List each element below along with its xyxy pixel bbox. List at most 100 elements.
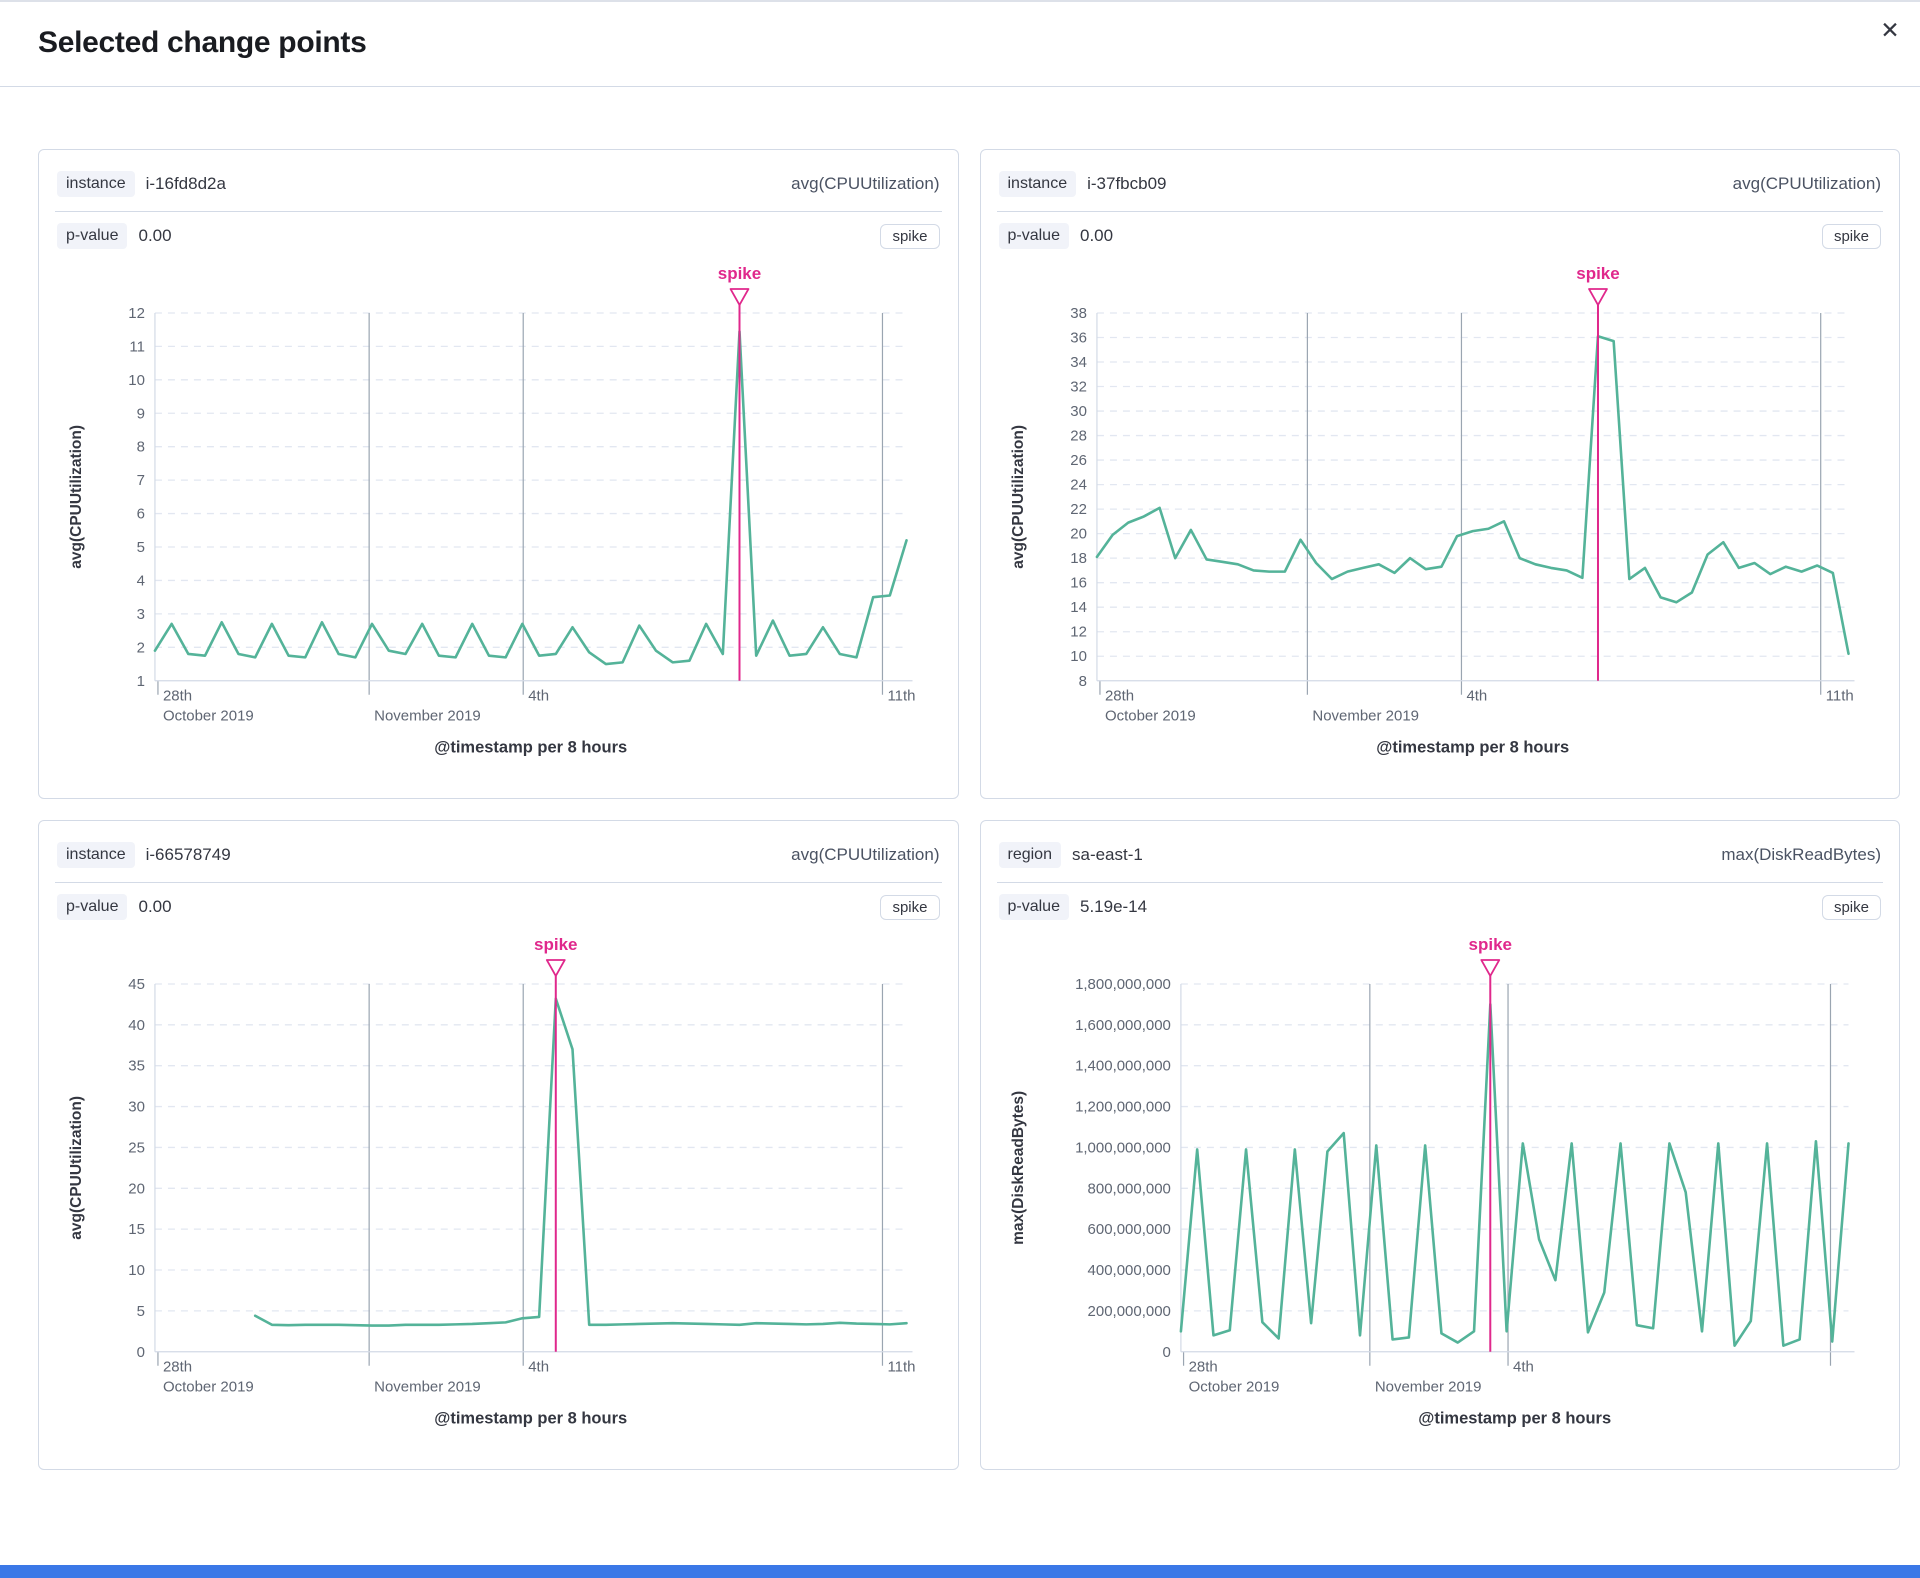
svg-text:October 2019: October 2019: [1104, 708, 1195, 725]
svg-text:2: 2: [137, 639, 145, 656]
close-icon[interactable]: ✕: [1874, 14, 1906, 46]
svg-text:28: 28: [1070, 428, 1087, 445]
x-axis-title: @timestamp per 8 hours: [1376, 739, 1569, 757]
p-value-row: p-value 0.00 spike: [998, 223, 1881, 249]
svg-text:1,200,000,000: 1,200,000,000: [1075, 1099, 1171, 1116]
svg-text:4: 4: [137, 572, 145, 589]
svg-text:5: 5: [137, 539, 145, 556]
svg-text:35: 35: [128, 1058, 145, 1075]
svg-text:40: 40: [128, 1017, 145, 1034]
panel-header: instance i-16fd8d2a avg(CPUUtilization): [55, 163, 942, 212]
y-axis: 8 10 12 14 16 18 20 22 24 26 28 30 32 34 36 38: [1070, 305, 1849, 690]
svg-text:9: 9: [137, 405, 145, 422]
change-type-badge: spike: [880, 223, 940, 249]
field-value: sa-east-1: [1071, 845, 1143, 864]
spike-annotation-label: spike: [534, 935, 577, 954]
series-line: [1179, 1003, 1850, 1347]
y-axis: 0 5 10 15 20 25 30 35 40 45: [128, 976, 907, 1361]
aggregation-label: avg(CPUUtilization): [791, 845, 940, 864]
svg-text:10: 10: [1070, 648, 1087, 665]
x-axis-title: @timestamp per 8 hours: [1418, 1410, 1611, 1428]
svg-text:600,000,000: 600,000,000: [1087, 1221, 1170, 1238]
p-value-badge: p-value: [998, 894, 1069, 920]
p-value: 0.00: [1079, 226, 1114, 245]
p-value-row: p-value 0.00 spike: [57, 894, 940, 920]
field-value: i-16fd8d2a: [145, 174, 226, 193]
svg-text:400,000,000: 400,000,000: [1087, 1262, 1170, 1279]
svg-text:11th: 11th: [1825, 688, 1853, 705]
series-line: [1095, 334, 1850, 656]
p-value-row: p-value 0.00 spike: [57, 223, 940, 249]
svg-text:0: 0: [137, 1344, 145, 1361]
svg-text:32: 32: [1070, 379, 1087, 396]
svg-text:3: 3: [137, 606, 145, 623]
line-chart-svg: 0 5 10 15 20 25 30 35 40 45 28th October 2019 Novemb…: [68, 935, 916, 1428]
svg-text:November 2019: November 2019: [1312, 708, 1419, 725]
change-type-badge: spike: [1821, 894, 1881, 920]
spike-annotation-label: spike: [1468, 935, 1511, 954]
svg-text:4th: 4th: [1513, 1359, 1534, 1376]
svg-text:10: 10: [128, 1262, 145, 1279]
change-point-chart[interactable]: 0 200,000,000 400,000,000 600,000,000 800,00…: [997, 922, 1884, 1442]
spike-annotation: spike: [534, 935, 578, 1352]
x-axis: 28th October 2019 November 2019 4th: [1182, 983, 1831, 1396]
svg-text:25: 25: [128, 1139, 145, 1156]
svg-text:4th: 4th: [1466, 688, 1487, 705]
svg-text:45: 45: [128, 976, 145, 993]
x-axis-title: @timestamp per 8 hours: [434, 739, 627, 757]
field-value: i-37fbcb09: [1087, 174, 1167, 193]
change-point-chart[interactable]: 1 2 3 4 5 6 7 8 9 10 11 12 28th October 2019 November …: [55, 251, 942, 771]
p-value-badge: p-value: [57, 894, 128, 920]
svg-text:12: 12: [128, 305, 145, 322]
spike-marker-icon: [1479, 959, 1500, 977]
p-value-badge: p-value: [57, 223, 128, 249]
svg-text:10: 10: [128, 372, 145, 389]
field-value: i-66578749: [145, 845, 231, 864]
svg-text:38: 38: [1070, 305, 1087, 322]
y-axis-title: avg(CPUUtilization): [1009, 425, 1026, 569]
panel-header: instance i-37fbcb09 avg(CPUUtilization): [996, 163, 1883, 212]
svg-text:36: 36: [1070, 329, 1087, 346]
svg-text:15: 15: [128, 1221, 145, 1238]
svg-text:7: 7: [137, 472, 145, 489]
svg-text:6: 6: [137, 506, 145, 523]
field-name-badge: region: [998, 842, 1061, 868]
panel-header: region sa-east-1 max(DiskReadBytes): [996, 834, 1883, 883]
p-value-row: p-value 5.19e-14 spike: [998, 894, 1881, 920]
change-point-panel: region sa-east-1 max(DiskReadBytes) p-va…: [979, 820, 1900, 1470]
svg-text:28th: 28th: [163, 1359, 192, 1376]
svg-text:30: 30: [128, 1099, 145, 1116]
svg-text:20: 20: [128, 1180, 145, 1197]
x-axis: 28th October 2019 November 2019 4th 11th: [1098, 312, 1853, 725]
svg-text:11th: 11th: [887, 1359, 915, 1376]
spike-annotation: spike: [718, 264, 761, 681]
svg-text:1,600,000,000: 1,600,000,000: [1075, 1017, 1171, 1034]
svg-text:200,000,000: 200,000,000: [1087, 1303, 1170, 1320]
p-value: 0.00: [138, 897, 172, 916]
svg-text:October 2019: October 2019: [1188, 1379, 1279, 1396]
y-axis-title: avg(CPUUtilization): [68, 425, 85, 569]
spike-annotation-label: spike: [1576, 264, 1619, 283]
modal-title: Selected change points: [38, 26, 367, 59]
svg-text:24: 24: [1070, 477, 1087, 494]
panel-header: instance i-66578749 avg(CPUUtilization): [55, 834, 942, 883]
svg-text:1,000,000,000: 1,000,000,000: [1075, 1139, 1171, 1156]
x-axis: 28th October 2019 November 2019 4th 11th: [157, 312, 916, 725]
svg-text:18: 18: [1070, 550, 1087, 567]
y-axis: 0 200,000,000 400,000,000 600,000,000 800,00…: [1075, 976, 1849, 1361]
field-name-badge: instance: [57, 842, 135, 868]
svg-text:November 2019: November 2019: [374, 1379, 481, 1396]
aggregation-label: max(DiskReadBytes): [1721, 845, 1881, 864]
change-point-chart[interactable]: 8 10 12 14 16 18 20 22 24 26 28 30 32 34 36 38 28th Octob…: [997, 251, 1884, 771]
field-name-badge: instance: [57, 171, 135, 197]
x-axis-title: @timestamp per 8 hours: [434, 1410, 627, 1428]
p-value-badge: p-value: [998, 223, 1069, 249]
change-type-badge: spike: [1821, 223, 1881, 249]
svg-text:26: 26: [1070, 452, 1087, 469]
p-value: 0.00: [138, 226, 172, 245]
change-point-chart[interactable]: 0 5 10 15 20 25 30 35 40 45 28th October 2019 Novemb…: [55, 922, 942, 1442]
svg-text:November 2019: November 2019: [374, 708, 481, 725]
x-axis: 28th October 2019 November 2019 4th 11th: [157, 983, 916, 1396]
